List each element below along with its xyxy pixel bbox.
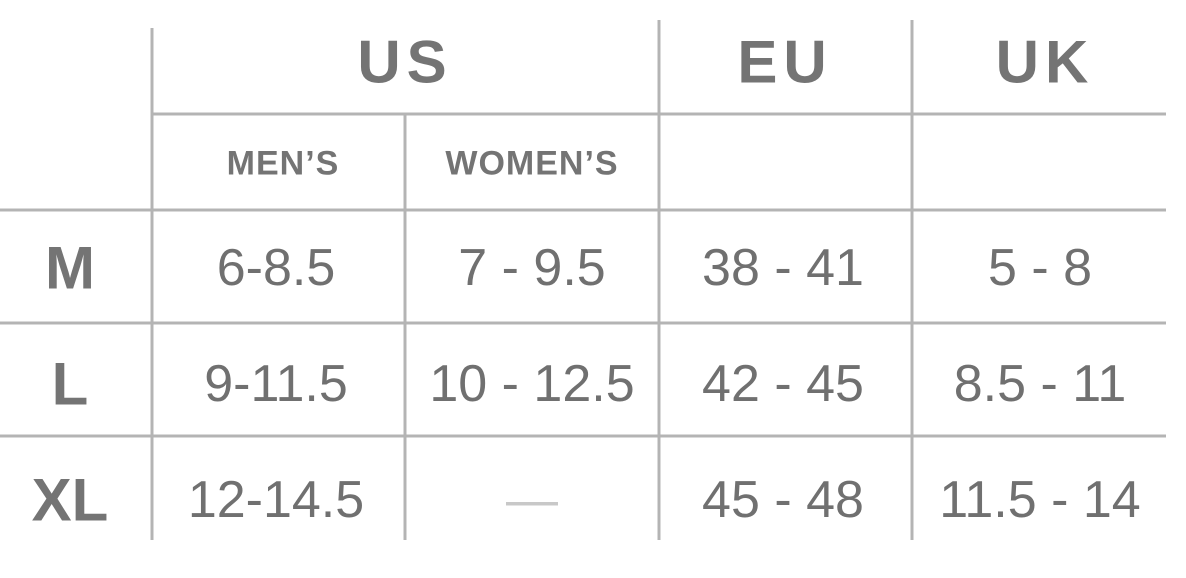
size-cell: 42 - 45 — [702, 355, 864, 413]
size-cell: 8.5 - 11 — [953, 355, 1127, 413]
size-cell: — — [506, 471, 558, 529]
group-header: UK — [995, 28, 1095, 96]
size-cell: 5 - 8 — [987, 239, 1093, 297]
size-cell: 12-14.5 — [187, 471, 365, 529]
group-header: US — [357, 28, 453, 96]
subcolumn-header: MEN’S — [226, 144, 340, 183]
size-cell: 6-8.5 — [216, 239, 336, 297]
size-cell: 38 - 41 — [702, 239, 864, 297]
size-cell: 11.5 - 14 — [939, 471, 1141, 529]
group-header: EU — [737, 28, 833, 96]
size-cell: 9-11.5 — [204, 355, 348, 413]
subcolumn-header: WOMEN’S — [445, 144, 619, 183]
size-cell: 45 - 48 — [702, 471, 864, 529]
row-label: M — [45, 234, 95, 302]
row-label: XL — [31, 466, 109, 534]
size-cell: 10 - 12.5 — [429, 355, 635, 413]
size-cell: 7 - 9.5 — [458, 239, 606, 297]
row-label: L — [51, 350, 89, 418]
